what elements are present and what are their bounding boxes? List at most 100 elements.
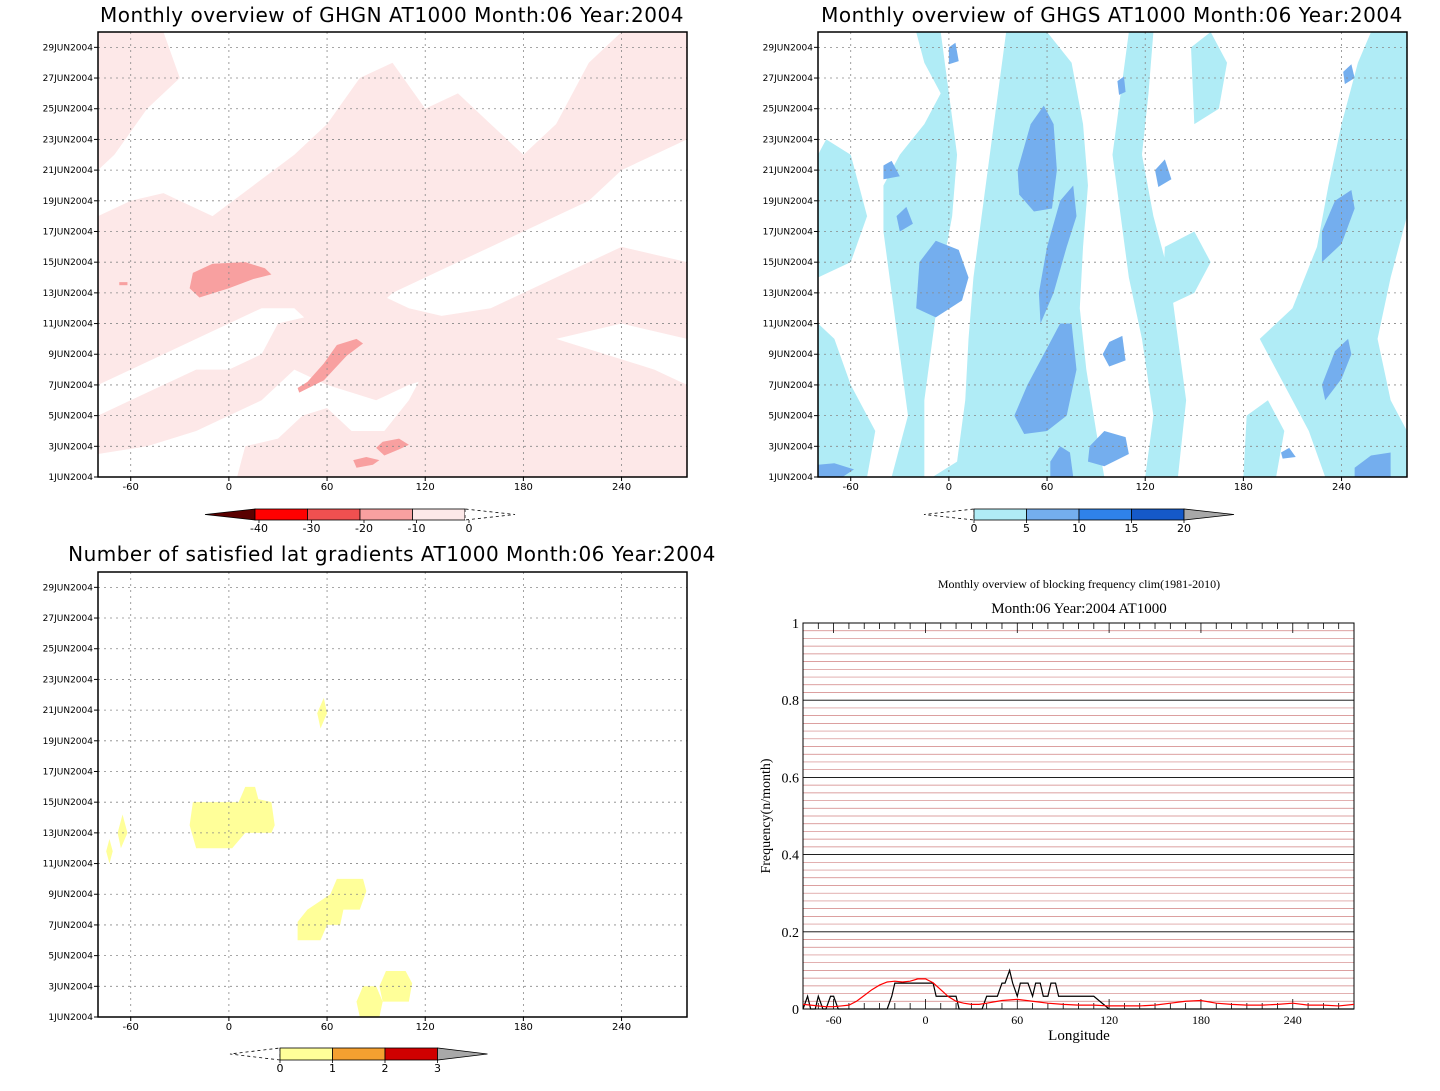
colorbar: 0 1 2 3 — [229, 1047, 488, 1075]
colorbar-segment-3 — [1131, 508, 1185, 521]
y-tick-label: 21JUN2004 — [43, 166, 94, 176]
x-tick-label: 240 — [1284, 1013, 1302, 1027]
colorbar-label: 0 — [466, 522, 473, 535]
y-tick-label: 11JUN2004 — [763, 320, 814, 330]
colorbar-right-triangle — [464, 508, 516, 521]
y-tick-label: 15JUN2004 — [43, 258, 94, 268]
x-tick-label: 120 — [1100, 1013, 1118, 1027]
y-tick-label: 1 — [792, 617, 799, 632]
y-tick-label: 5JUN2004 — [48, 412, 93, 422]
y-tick-label: 9JUN2004 — [48, 890, 93, 900]
y-tick-label: 0.2 — [782, 926, 800, 941]
colorbar-label: 20 — [1177, 522, 1191, 535]
heatmap-panel-0: Monthly overview of GHGN AT1000 Month:06… — [43, 3, 688, 535]
y-tick-label: 0.4 — [782, 849, 800, 864]
plot-frame — [817, 31, 1408, 478]
colorbar-segment-2 — [359, 508, 413, 521]
x-tick-label: 240 — [612, 482, 631, 493]
x-tick-label: 240 — [1332, 482, 1351, 493]
field-region-medium-1 — [1038, 185, 1077, 324]
field-region-light-2 — [98, 32, 687, 385]
colorbar: -40 -30 -20 -10 0 — [204, 508, 516, 535]
x-tick-label: 60 — [1011, 1013, 1023, 1027]
minor-grid — [803, 630, 1354, 1002]
field-region-light-1 — [98, 32, 180, 171]
y-tick-label: 13JUN2004 — [763, 289, 814, 299]
x-tick-label: -60 — [123, 482, 139, 493]
y-tick-label: 3JUN2004 — [768, 442, 813, 452]
field-region-light-0 — [189, 786, 275, 849]
field-region-light-1 — [818, 323, 876, 477]
y-tick-label: 17JUN2004 — [763, 227, 814, 237]
colorbar-right-triangle — [437, 1047, 488, 1061]
y-tick-label: 0.6 — [782, 771, 800, 786]
colorbar-label: 5 — [1023, 522, 1030, 535]
x-tick-label: 0 — [922, 1013, 928, 1027]
y-tick-label: 21JUN2004 — [43, 706, 94, 716]
field-layer — [818, 32, 1407, 477]
y-tick-label: 23JUN2004 — [43, 675, 94, 685]
y-tick-label: 5JUN2004 — [48, 952, 93, 962]
y-tick-label: 29JUN2004 — [763, 43, 814, 53]
field-layer — [98, 32, 687, 477]
field-region-medium-8 — [1321, 190, 1355, 263]
x-tick-label: 180 — [1234, 482, 1253, 493]
y-tick-label: 23JUN2004 — [763, 135, 814, 145]
colorbar-segment-3 — [412, 508, 466, 521]
y-tick-label: 11JUN2004 — [43, 860, 94, 870]
x-tick-label: -60 — [826, 1013, 842, 1027]
field-region-medium-13 — [1155, 159, 1172, 187]
x-tick-label: 180 — [1192, 1013, 1210, 1027]
colorbar-segment-2 — [384, 1047, 438, 1061]
field-base — [818, 32, 1407, 477]
colorbar-label: -40 — [250, 522, 268, 535]
chart-title: Number of satisfied lat gradients AT1000… — [68, 542, 716, 566]
field-region-light-6 — [106, 839, 113, 864]
field-region-medium-12 — [1102, 335, 1126, 367]
chart-title: Monthly overview of GHGN AT1000 Month:06… — [100, 3, 684, 27]
colorbar-right-triangle — [1183, 508, 1235, 521]
field-region-light-4 — [317, 697, 328, 729]
field-region-medium-0 — [1017, 105, 1057, 212]
y-tick-label: 0 — [792, 1003, 799, 1018]
y-tick-label: 19JUN2004 — [43, 737, 94, 747]
y-tick-label: 9JUN2004 — [48, 350, 93, 360]
field-region-medium-4 — [1087, 430, 1129, 467]
field-region-medium-15 — [1117, 76, 1126, 95]
field-region-medium-11 — [896, 206, 913, 232]
field-region-light-1 — [297, 878, 367, 941]
field-region-medium-5 — [1050, 446, 1074, 477]
y-tick-label: 0.8 — [782, 694, 800, 709]
y-tick-label: 29JUN2004 — [43, 43, 94, 53]
field-layer — [106, 697, 413, 1017]
y-tick-label: 27JUN2004 — [43, 614, 94, 624]
colorbar-label: 2 — [382, 1062, 389, 1075]
field-region-light-7 — [1161, 231, 1211, 309]
grid-lines — [98, 32, 687, 478]
grid-lines — [98, 572, 687, 1018]
field-region-medium-14 — [948, 42, 959, 65]
colorbar-segment-0 — [973, 508, 1027, 521]
colorbar-label: 0 — [971, 522, 978, 535]
field-region-light-5 — [117, 814, 128, 849]
y-tick-label: 7JUN2004 — [768, 381, 813, 391]
field-region-medium-1 — [297, 338, 364, 393]
y-tick-label: 21JUN2004 — [763, 166, 814, 176]
field-region-light-3 — [356, 986, 383, 1017]
x-tick-label: 120 — [416, 1022, 435, 1033]
y-tick-label: 19JUN2004 — [43, 197, 94, 207]
y-tick-label: 1JUN2004 — [48, 473, 93, 483]
field-region-medium-3 — [353, 457, 380, 468]
field-region-light-0 — [899, 32, 1187, 477]
line-chart-panel: Monthly overview of blocking frequency c… — [759, 577, 1355, 1044]
chart-title: Monthly overview of GHGS AT1000 Month:06… — [821, 3, 1403, 27]
colorbar-label: 1 — [329, 1062, 336, 1075]
colorbar-label: -10 — [408, 522, 426, 535]
y-tick-label: 7JUN2004 — [48, 381, 93, 391]
x-tick-label: 60 — [1041, 482, 1054, 493]
chart-title: Monthly overview of blocking frequency c… — [938, 577, 1220, 591]
y-tick-label: 3JUN2004 — [48, 442, 93, 452]
y-tick-label: 25JUN2004 — [763, 105, 814, 115]
colorbar-segment-2 — [1078, 508, 1132, 521]
